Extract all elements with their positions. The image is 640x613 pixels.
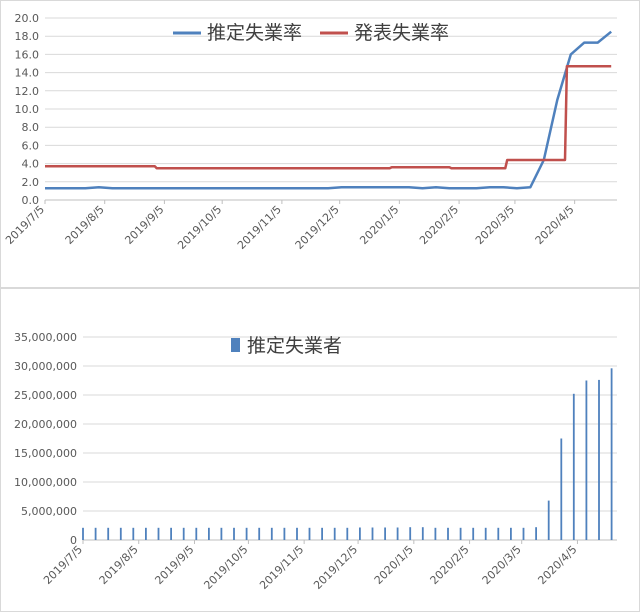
y-tick-label: 6.0 bbox=[22, 139, 40, 152]
bar bbox=[547, 500, 550, 540]
bar bbox=[107, 527, 110, 540]
bar bbox=[535, 527, 537, 540]
bar bbox=[296, 527, 298, 540]
y-tick-label: 12.0 bbox=[15, 85, 40, 98]
bar bbox=[195, 527, 198, 540]
y-tick-label: 30,000,000 bbox=[14, 360, 77, 373]
bar bbox=[245, 527, 248, 540]
y-tick-label: 10.0 bbox=[15, 103, 40, 116]
x-tick-label: 2019/8/5 bbox=[63, 203, 107, 247]
x-tick-label: 2020/3/5 bbox=[480, 543, 524, 587]
bar bbox=[459, 527, 462, 540]
bar bbox=[522, 527, 525, 540]
bar bbox=[346, 527, 349, 540]
legend-label: 推定失業率 bbox=[207, 22, 302, 44]
bar bbox=[610, 368, 613, 540]
legend-swatch bbox=[231, 338, 240, 352]
bar bbox=[510, 527, 512, 540]
bar bbox=[94, 527, 97, 540]
bar bbox=[119, 527, 122, 540]
bar bbox=[321, 527, 323, 540]
bar bbox=[132, 527, 135, 540]
y-tick-label: 10,000,000 bbox=[14, 476, 77, 489]
bar bbox=[497, 527, 500, 540]
y-tick-label: 0 bbox=[70, 534, 77, 547]
bar bbox=[384, 527, 386, 540]
y-tick-label: 5,000,000 bbox=[21, 505, 77, 518]
x-tick-label: 2020/1/5 bbox=[372, 543, 416, 587]
bar bbox=[233, 527, 235, 540]
bar bbox=[421, 527, 424, 540]
bar bbox=[182, 527, 185, 540]
bar bbox=[409, 527, 412, 540]
x-tick-label: 2019/11/5 bbox=[257, 543, 306, 592]
y-tick-label: 16.0 bbox=[15, 48, 40, 61]
x-tick-label: 2019/11/5 bbox=[235, 203, 284, 252]
y-tick-label: 8.0 bbox=[22, 121, 40, 134]
bar bbox=[371, 527, 374, 540]
y-tick-label: 4.0 bbox=[22, 158, 40, 171]
y-tick-label: 14.0 bbox=[15, 67, 40, 80]
x-tick-label: 2020/4/5 bbox=[535, 543, 579, 587]
legend-label: 推定失業者 bbox=[247, 335, 342, 357]
y-tick-label: 20,000,000 bbox=[14, 418, 77, 431]
x-tick-label: 2019/10/5 bbox=[201, 543, 250, 592]
x-tick-label: 2019/7/5 bbox=[3, 203, 47, 247]
x-tick-label: 2019/9/5 bbox=[152, 543, 196, 587]
unemployed-count-chart-canvas: 0 5,000,000 10,000,000 15,000,000 20,000,000… bbox=[14, 331, 617, 592]
bar bbox=[396, 527, 399, 540]
bar bbox=[598, 379, 600, 540]
bar bbox=[359, 527, 361, 540]
y-tick-label: 20.0 bbox=[15, 12, 40, 25]
bar bbox=[484, 527, 487, 540]
bar bbox=[572, 393, 575, 540]
bar bbox=[472, 527, 475, 540]
bar bbox=[82, 527, 84, 540]
legend-label: 発表失業率 bbox=[354, 22, 449, 44]
series-line-1 bbox=[45, 30, 612, 190]
x-tick-label: 2020/2/5 bbox=[417, 203, 461, 247]
bar bbox=[447, 527, 449, 540]
y-tick-label: 35,000,000 bbox=[14, 331, 77, 344]
x-tick-label: 2019/7/5 bbox=[41, 543, 85, 587]
bar bbox=[270, 527, 273, 540]
y-tick-label: 18.0 bbox=[15, 30, 40, 43]
x-tick-label: 2019/12/5 bbox=[311, 543, 360, 592]
x-tick-label: 2019/10/5 bbox=[175, 203, 224, 252]
unemployment-rate-chart: 0.0 2.0 4.0 6.0 8.0 10.0 12.0 14.0 16.0 18.0 20.0 2… bbox=[0, 0, 640, 288]
y-tick-label: 2.0 bbox=[22, 176, 40, 189]
x-tick-label: 2020/4/5 bbox=[533, 203, 577, 247]
y-tick-label: 15,000,000 bbox=[14, 447, 77, 460]
bar bbox=[220, 527, 223, 540]
bar bbox=[145, 527, 147, 540]
bar bbox=[208, 527, 210, 540]
y-tick-label: 0.0 bbox=[22, 194, 40, 207]
bar bbox=[560, 438, 563, 540]
bar bbox=[308, 527, 311, 540]
bar bbox=[585, 380, 588, 540]
y-tick-label: 25,000,000 bbox=[14, 389, 77, 402]
unemployed-count-chart: 0 5,000,000 10,000,000 15,000,000 20,000,000… bbox=[0, 288, 640, 612]
x-tick-label: 2019/9/5 bbox=[122, 203, 166, 247]
x-tick-label: 2020/2/5 bbox=[428, 543, 472, 587]
bar bbox=[170, 527, 172, 540]
x-tick-label: 2019/8/5 bbox=[97, 543, 141, 587]
bar bbox=[157, 527, 160, 540]
bar bbox=[283, 527, 286, 540]
x-tick-label: 2020/3/5 bbox=[473, 203, 517, 247]
x-tick-label: 2019/12/5 bbox=[293, 203, 342, 252]
bar bbox=[333, 527, 336, 540]
series-line-2 bbox=[45, 64, 612, 170]
unemployment-rate-chart-canvas: 0.0 2.0 4.0 6.0 8.0 10.0 12.0 14.0 16.0 18.0 20.0 2… bbox=[3, 12, 617, 252]
x-tick-label: 2020/1/5 bbox=[357, 203, 401, 247]
bar bbox=[258, 527, 261, 540]
bar bbox=[434, 527, 437, 540]
